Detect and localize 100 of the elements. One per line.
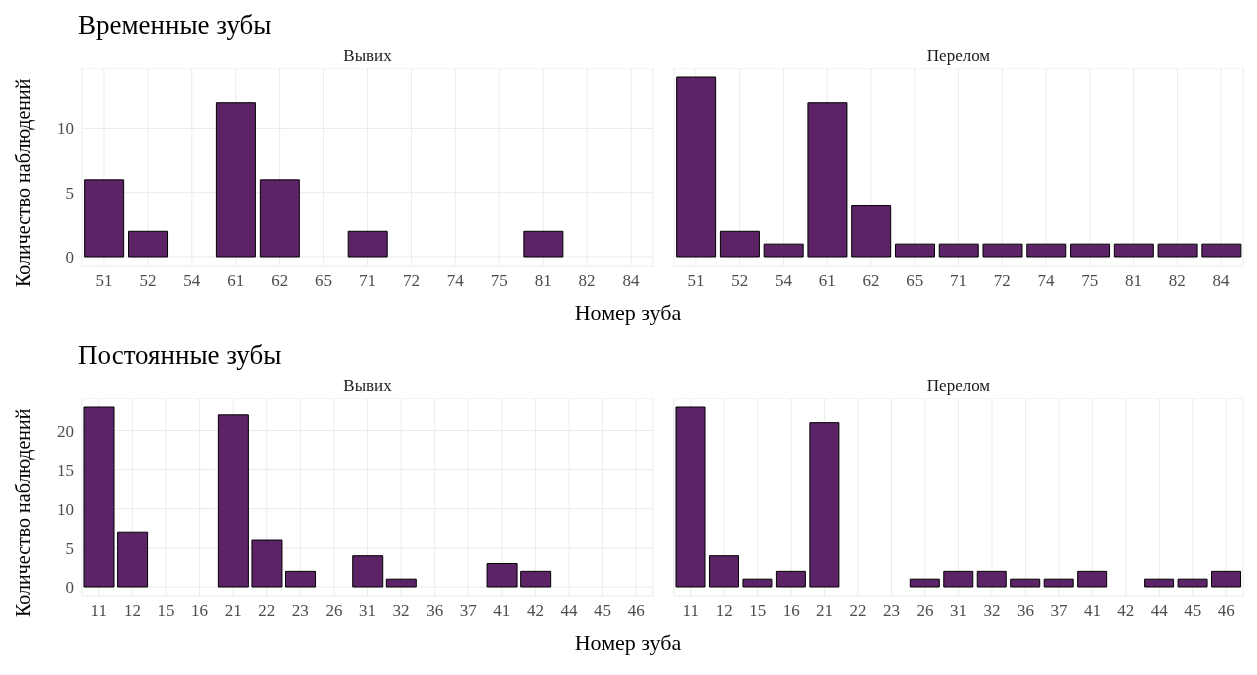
bar: [894, 243, 935, 258]
chart-subtitle: Перелом: [925, 376, 992, 396]
x-tick-label: 54: [774, 271, 793, 291]
x-tick-label: 61: [227, 271, 245, 291]
x-tick-label: 44: [1150, 601, 1169, 621]
x-tick-label: 42: [1117, 601, 1135, 621]
x-tick-label: 22: [258, 601, 276, 621]
bar: [259, 179, 300, 258]
x-tick-label: 12: [123, 601, 141, 621]
x-tick-label: 16: [191, 601, 209, 621]
y-tick-label: 0: [65, 578, 74, 598]
x-tick-label: 12: [715, 601, 733, 621]
bar: [719, 230, 760, 258]
x-tick-label: 82: [1168, 271, 1186, 291]
y-tick-label: 20: [57, 421, 74, 441]
x-tick-label: 23: [883, 601, 901, 621]
x-tick-label: 45: [594, 601, 612, 621]
bar: [520, 570, 552, 588]
y-axis-title: Количество наблюдений: [12, 77, 35, 290]
x-tick-label: 37: [1050, 601, 1068, 621]
bar: [938, 243, 979, 258]
x-tick-label: 11: [682, 601, 699, 621]
bar: [352, 555, 384, 588]
bar: [1113, 243, 1154, 258]
bar: [84, 179, 125, 258]
x-tick-label: 31: [950, 601, 967, 621]
chart-title: Постоянные зубы: [78, 340, 282, 371]
x-tick-label: 41: [493, 601, 511, 621]
bar: [807, 102, 848, 258]
y-tick-label: 5: [65, 183, 74, 203]
bar: [385, 578, 417, 588]
bar: [1144, 578, 1175, 588]
bar: [763, 243, 804, 258]
bar: [676, 76, 717, 258]
x-tick-label: 72: [402, 271, 420, 291]
x-tick-label: 74: [1037, 271, 1056, 291]
x-tick-label: 15: [749, 601, 767, 621]
x-tick-label: 65: [906, 271, 924, 291]
x-tick-label: 44: [560, 601, 579, 621]
x-tick-label: 71: [950, 271, 967, 291]
x-tick-label: 26: [325, 601, 343, 621]
x-tick-label: 61: [818, 271, 836, 291]
bar: [251, 539, 283, 588]
bar: [943, 570, 974, 588]
bar: [775, 570, 806, 588]
x-tick-label: 16: [782, 601, 800, 621]
bar: [976, 570, 1007, 588]
x-tick-label: 84: [622, 271, 641, 291]
chart-subtitle: Перелом: [925, 46, 992, 66]
x-tick-label: 45: [1184, 601, 1202, 621]
x-tick-label: 26: [916, 601, 934, 621]
y-tick-label: 5: [65, 538, 74, 558]
x-tick-label: 75: [490, 271, 508, 291]
y-tick-label: 10: [57, 499, 74, 519]
bar: [1026, 243, 1067, 258]
bar: [83, 406, 115, 588]
x-tick-label: 41: [1083, 601, 1101, 621]
x-tick-label: 52: [139, 271, 157, 291]
bar: [742, 578, 773, 588]
bar: [909, 578, 940, 588]
bar: [217, 414, 249, 588]
x-tick-label: 42: [526, 601, 544, 621]
bar: [1077, 570, 1108, 588]
x-tick-label: 23: [291, 601, 309, 621]
x-tick-label: 51: [95, 271, 113, 291]
bar: [523, 230, 564, 258]
x-tick-label: 32: [392, 601, 410, 621]
bar: [117, 531, 149, 588]
x-tick-label: 75: [1081, 271, 1099, 291]
x-tick-label: 11: [90, 601, 107, 621]
x-tick-label: 54: [183, 271, 201, 291]
bar: [285, 570, 317, 588]
bar: [128, 230, 169, 258]
y-tick-label: 0: [65, 248, 74, 268]
bar: [809, 422, 840, 588]
y-tick-label: 15: [57, 460, 74, 480]
x-tick-label: 65: [315, 271, 333, 291]
x-tick-label: 46: [1217, 601, 1235, 621]
bar: [982, 243, 1023, 258]
x-tick-label: 62: [271, 271, 289, 291]
chart-title: Временные зубы: [78, 10, 272, 41]
x-tick-label: 52: [731, 271, 749, 291]
x-tick-label: 82: [578, 271, 596, 291]
x-tick-label: 72: [993, 271, 1011, 291]
bar: [486, 563, 518, 588]
x-tick-label: 37: [459, 601, 478, 621]
x-tick-label: 84: [1212, 271, 1231, 291]
chart-subtitle: Вывих: [342, 46, 393, 66]
y-axis-title: Количество наблюдений: [12, 407, 35, 620]
x-tick-label: 31: [359, 601, 376, 621]
x-tick-label: 21: [224, 601, 242, 621]
x-tick-label: 51: [687, 271, 705, 291]
x-axis-title: Номер зуба: [573, 630, 683, 656]
y-tick-label: 10: [57, 119, 74, 139]
bar: [851, 205, 892, 258]
bar: [1211, 570, 1242, 588]
bar: [708, 555, 739, 588]
bar: [1177, 578, 1208, 588]
bar: [1201, 243, 1242, 258]
x-axis-title: Номер зуба: [573, 300, 683, 326]
